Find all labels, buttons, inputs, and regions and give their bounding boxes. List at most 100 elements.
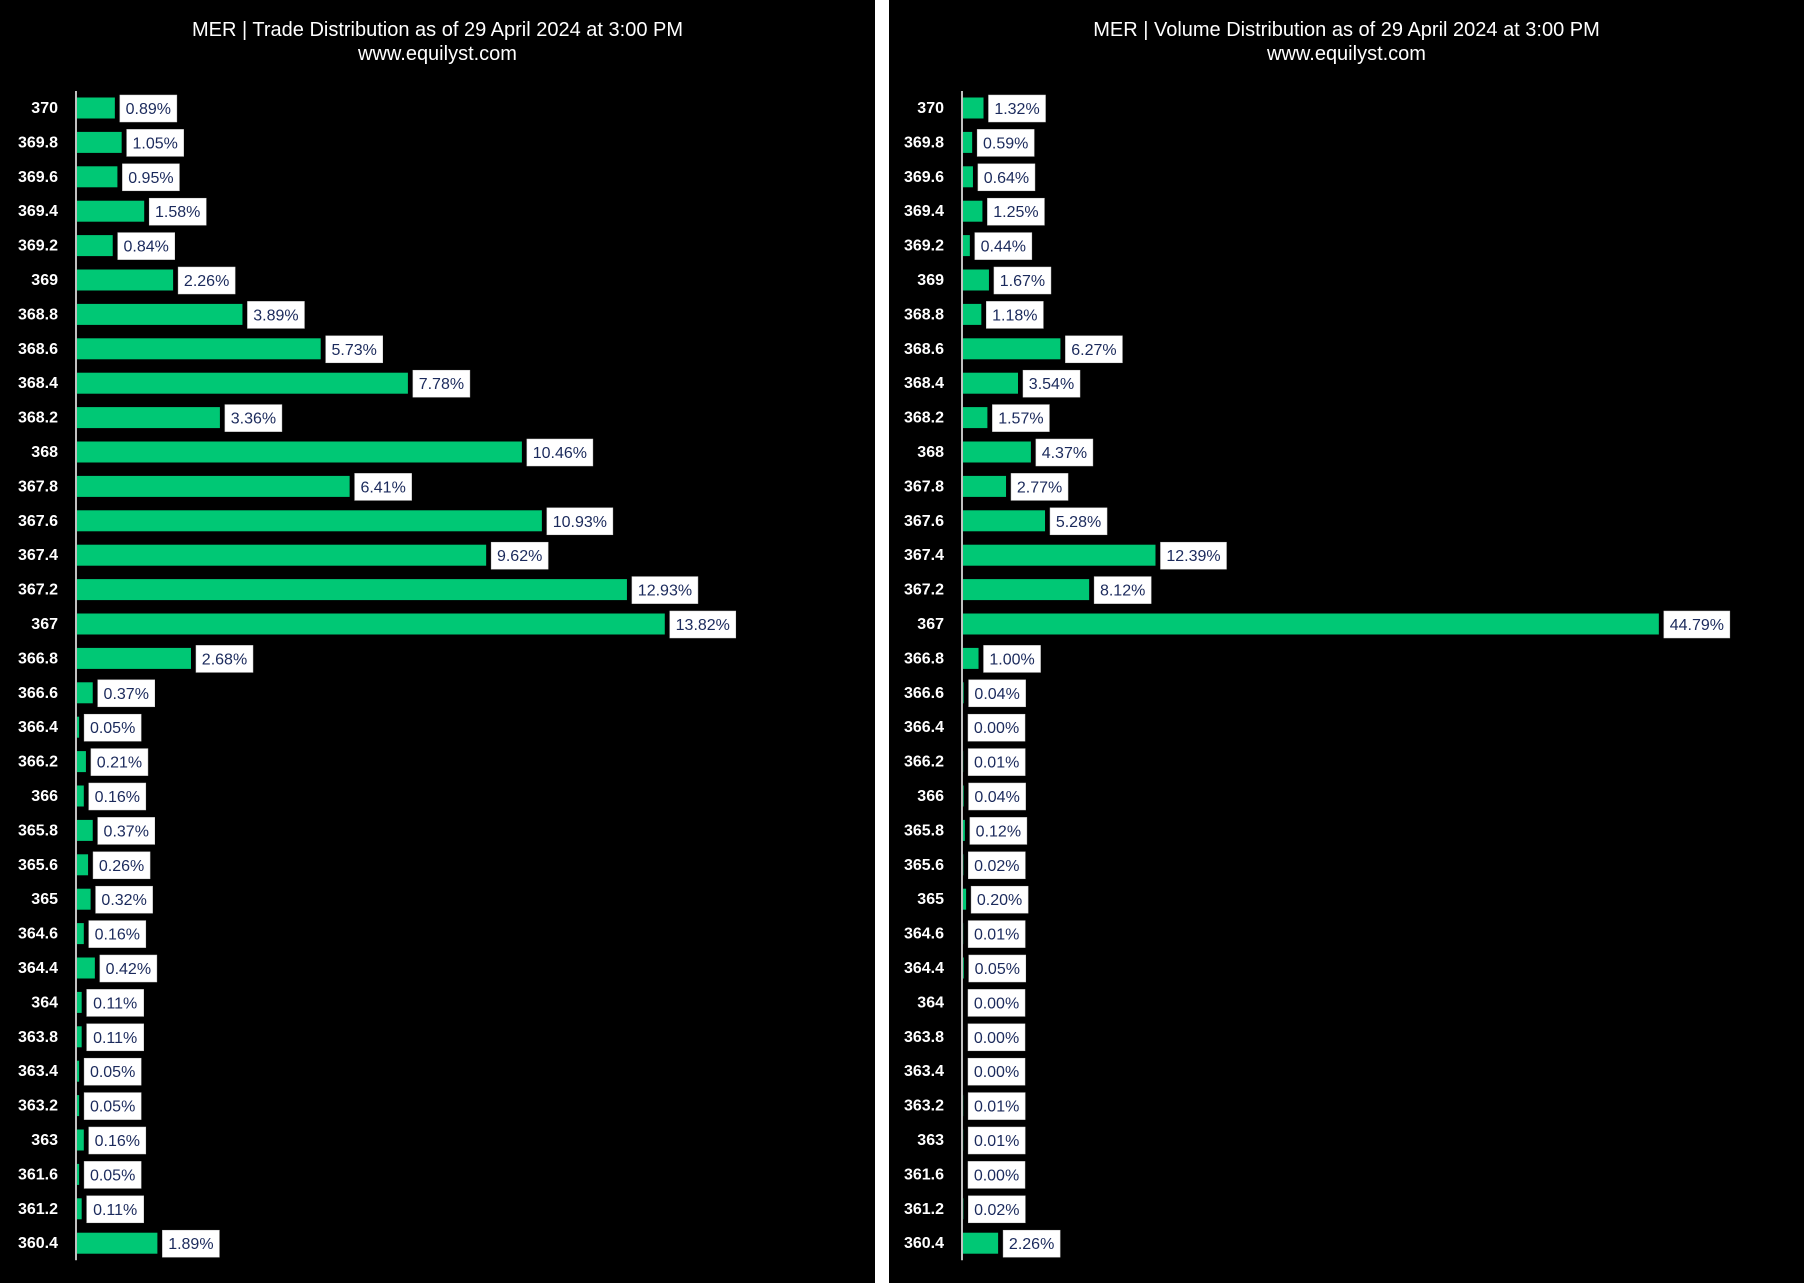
data-label-box bbox=[1160, 541, 1227, 570]
bar bbox=[963, 682, 964, 704]
bar bbox=[963, 235, 970, 257]
y-tick-label: 369.6 bbox=[18, 169, 58, 186]
bar bbox=[77, 235, 113, 257]
bar bbox=[77, 1198, 82, 1220]
data-label-box bbox=[162, 1229, 220, 1258]
bar bbox=[77, 785, 84, 807]
bar bbox=[77, 579, 627, 601]
bar bbox=[77, 1129, 84, 1151]
data-label-box bbox=[86, 989, 144, 1017]
trade-bar-plot: 370 0.89% 369.8 1.05% 369.6 0.95% 369.4 1.58% 36… bbox=[18, 91, 737, 1261]
y-tick-label: 369.2 bbox=[18, 238, 58, 255]
data-label: 0.26% bbox=[99, 858, 144, 875]
data-label-box bbox=[122, 163, 180, 192]
bar bbox=[963, 544, 1156, 566]
bar bbox=[77, 1095, 80, 1117]
data-label-box bbox=[117, 232, 175, 260]
data-label-box bbox=[1035, 438, 1094, 467]
data-label: 0.02% bbox=[974, 858, 1019, 875]
data-label-box bbox=[967, 1092, 1026, 1120]
data-label: 3.54% bbox=[1029, 376, 1074, 393]
data-label-box bbox=[970, 885, 1029, 914]
data-label: 12.39% bbox=[1166, 548, 1220, 565]
data-label: 0.16% bbox=[95, 927, 140, 944]
data-label: 10.93% bbox=[553, 514, 607, 531]
data-label-box bbox=[224, 404, 283, 432]
y-tick-label: 367.6 bbox=[18, 513, 58, 530]
y-tick-label: 363.2 bbox=[904, 1098, 944, 1115]
bar bbox=[963, 957, 964, 979]
data-label: 1.89% bbox=[168, 1236, 213, 1253]
data-label-box bbox=[126, 129, 184, 157]
y-tick-label: 369.2 bbox=[904, 238, 944, 255]
data-label: 0.05% bbox=[90, 1167, 135, 1184]
y-tick-label: 363.4 bbox=[904, 1063, 944, 1080]
y-tick-label: 364.4 bbox=[904, 960, 944, 977]
data-label-box bbox=[1022, 369, 1081, 398]
y-tick-label: 363 bbox=[31, 1132, 58, 1149]
bar bbox=[963, 269, 989, 291]
bar bbox=[77, 819, 93, 841]
data-label: 0.00% bbox=[974, 1030, 1019, 1047]
data-label: 0.01% bbox=[974, 1099, 1019, 1116]
y-tick-label: 364.6 bbox=[904, 926, 944, 943]
data-label-box bbox=[967, 989, 1026, 1017]
data-label-box bbox=[88, 1126, 147, 1155]
data-label-box bbox=[968, 954, 1027, 983]
data-label-box bbox=[99, 954, 158, 983]
y-tick-label: 360.4 bbox=[18, 1235, 58, 1252]
bar bbox=[77, 613, 665, 635]
bar bbox=[77, 510, 542, 532]
y-tick-label: 365 bbox=[917, 891, 944, 908]
y-tick-label: 368.4 bbox=[904, 375, 944, 392]
y-tick-label: 368.8 bbox=[904, 306, 944, 323]
data-label: 2.77% bbox=[1017, 479, 1062, 496]
data-label: 0.00% bbox=[974, 1167, 1019, 1184]
bar bbox=[77, 854, 89, 876]
data-label: 0.05% bbox=[90, 1064, 135, 1081]
y-tick-label: 365.6 bbox=[904, 857, 944, 874]
data-label-box bbox=[967, 1126, 1026, 1155]
bar bbox=[77, 200, 145, 222]
bar bbox=[963, 372, 1018, 394]
data-label-box bbox=[669, 610, 737, 639]
data-label-box bbox=[97, 679, 155, 708]
bar bbox=[963, 441, 1031, 463]
bar bbox=[963, 647, 979, 669]
data-label-box bbox=[1093, 576, 1152, 604]
chart-title: MER | Trade Distribution as of 29 April … bbox=[192, 19, 683, 41]
bar bbox=[963, 888, 967, 910]
y-tick-label: 367.8 bbox=[904, 478, 944, 495]
y-tick-label: 369.4 bbox=[904, 203, 944, 220]
data-label: 5.73% bbox=[332, 342, 377, 359]
data-label-box bbox=[1002, 1229, 1061, 1258]
bar bbox=[963, 1232, 999, 1254]
data-label: 12.93% bbox=[638, 583, 692, 600]
data-label-box bbox=[988, 94, 1046, 123]
data-label: 0.11% bbox=[93, 1202, 137, 1219]
data-label-box bbox=[88, 782, 147, 811]
data-label: 1.25% bbox=[993, 204, 1038, 221]
bar bbox=[77, 131, 122, 153]
data-label: 0.42% bbox=[106, 961, 151, 978]
data-label: 2.68% bbox=[202, 651, 247, 668]
data-label-box bbox=[92, 851, 151, 880]
y-tick-label: 367.2 bbox=[18, 582, 58, 599]
data-label-box bbox=[968, 782, 1026, 811]
y-tick-label: 369.8 bbox=[904, 134, 944, 151]
bar bbox=[77, 647, 191, 669]
y-tick-label: 369.4 bbox=[18, 203, 58, 220]
bar bbox=[963, 613, 1659, 635]
data-label-box bbox=[1049, 507, 1108, 536]
data-label: 0.16% bbox=[95, 1133, 140, 1150]
data-label: 0.11% bbox=[93, 1030, 137, 1047]
y-tick-label: 361.6 bbox=[18, 1166, 58, 1183]
bar bbox=[963, 785, 964, 807]
y-tick-label: 369.8 bbox=[18, 134, 58, 151]
trade-distribution-chart: MER | Trade Distribution as of 29 April … bbox=[0, 0, 875, 1283]
data-label: 1.58% bbox=[155, 204, 200, 221]
y-tick-label: 367.4 bbox=[904, 547, 944, 564]
data-label: 9.62% bbox=[497, 548, 542, 565]
data-label: 1.18% bbox=[992, 307, 1037, 324]
bar bbox=[963, 407, 988, 429]
